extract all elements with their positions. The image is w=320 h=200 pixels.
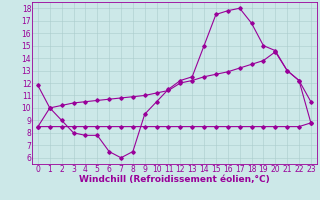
- X-axis label: Windchill (Refroidissement éolien,°C): Windchill (Refroidissement éolien,°C): [79, 175, 270, 184]
